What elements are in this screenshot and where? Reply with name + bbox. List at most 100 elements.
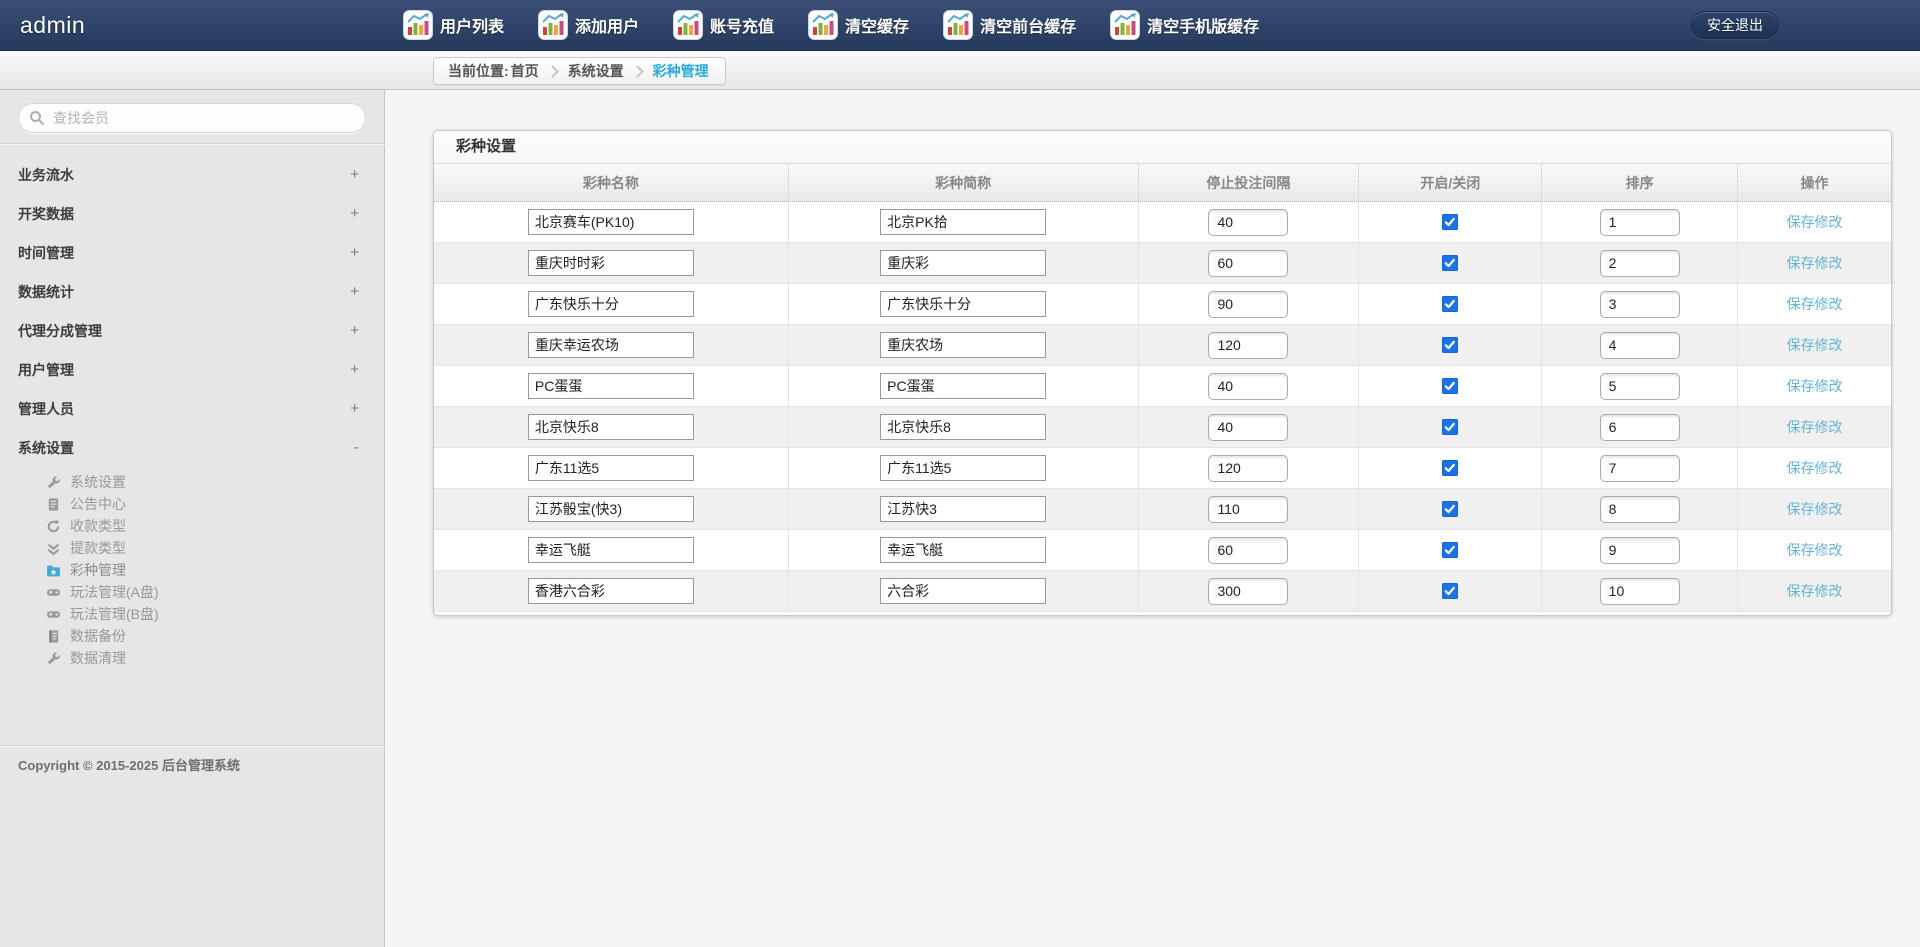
save-changes-link[interactable]: 保存修改 bbox=[1786, 419, 1843, 435]
lottery-name-input[interactable] bbox=[527, 537, 694, 563]
enabled-checkbox[interactable] bbox=[1442, 378, 1459, 394]
sidebar-subitem[interactable]: 彩种管理 bbox=[0, 559, 385, 581]
sidebar-section[interactable]: 开奖数据 + bbox=[0, 194, 385, 233]
member-search bbox=[18, 103, 366, 133]
lottery-short-name-input[interactable] bbox=[880, 414, 1047, 440]
lottery-name-input[interactable] bbox=[527, 291, 694, 317]
stop-bet-interval-input[interactable] bbox=[1208, 372, 1289, 400]
lottery-name-input[interactable] bbox=[527, 373, 694, 399]
sort-order-input[interactable] bbox=[1599, 495, 1680, 523]
sidebar-subitem[interactable]: 数据备份 bbox=[0, 625, 385, 647]
top-menu-item[interactable]: 清空前台缓存 bbox=[943, 10, 1076, 40]
chart-icon bbox=[538, 10, 569, 40]
stop-bet-interval-input[interactable] bbox=[1208, 495, 1289, 523]
save-changes-link[interactable]: 保存修改 bbox=[1786, 214, 1843, 230]
sort-order-cell bbox=[1542, 448, 1739, 488]
save-changes-link[interactable]: 保存修改 bbox=[1786, 583, 1843, 599]
plus-icon: + bbox=[350, 322, 359, 339]
search-input[interactable] bbox=[18, 103, 366, 133]
sort-order-input[interactable] bbox=[1599, 290, 1680, 318]
top-menu-item[interactable]: 清空手机版缓存 bbox=[1110, 10, 1259, 40]
lottery-name-input[interactable] bbox=[527, 332, 694, 358]
save-changes-link[interactable]: 保存修改 bbox=[1786, 296, 1843, 312]
sidebar-section[interactable]: 系统设置 - bbox=[0, 428, 385, 467]
sidebar-section[interactable]: 业务流水 + bbox=[0, 155, 385, 194]
sidebar-section[interactable]: 管理人员 + bbox=[0, 389, 385, 428]
plus-icon: + bbox=[350, 205, 359, 222]
logout-button[interactable]: 安全退出 bbox=[1691, 11, 1779, 39]
sort-order-input[interactable] bbox=[1599, 413, 1680, 441]
sidebar-subitem[interactable]: 公告中心 bbox=[0, 493, 385, 515]
sidebar-section[interactable]: 代理分成管理 + bbox=[0, 311, 385, 350]
lottery-short-name-input[interactable] bbox=[880, 373, 1047, 399]
sort-order-input[interactable] bbox=[1599, 372, 1680, 400]
enabled-checkbox[interactable] bbox=[1442, 255, 1459, 271]
sidebar-subitem[interactable]: 系统设置 bbox=[0, 471, 385, 493]
sort-order-input[interactable] bbox=[1599, 249, 1680, 277]
stop-bet-interval-input[interactable] bbox=[1208, 249, 1289, 277]
sidebar-subitem[interactable]: 数据清理 bbox=[0, 647, 385, 669]
table-row: 保存修改 bbox=[434, 325, 1891, 366]
sort-order-input[interactable] bbox=[1599, 536, 1680, 564]
lottery-short-name-input[interactable] bbox=[880, 455, 1047, 481]
top-menu-item[interactable]: 清空缓存 bbox=[808, 10, 909, 40]
lottery-name-input[interactable] bbox=[527, 578, 694, 604]
sort-order-input[interactable] bbox=[1599, 208, 1680, 236]
stop-bet-interval-input[interactable] bbox=[1208, 413, 1289, 441]
stop-bet-interval-input[interactable] bbox=[1208, 454, 1289, 482]
sidebar-section[interactable]: 数据统计 + bbox=[0, 272, 385, 311]
lottery-short-name-input[interactable] bbox=[880, 209, 1047, 235]
save-changes-link[interactable]: 保存修改 bbox=[1786, 255, 1843, 271]
sort-order-input[interactable] bbox=[1599, 331, 1680, 359]
sidebar-subitem[interactable]: 收款类型 bbox=[0, 515, 385, 537]
wrench-icon bbox=[46, 651, 61, 666]
top-menu-item[interactable]: 账号充值 bbox=[673, 10, 774, 40]
top-menu-item-label: 清空手机版缓存 bbox=[1147, 19, 1260, 36]
lottery-name-input[interactable] bbox=[527, 496, 694, 522]
save-changes-link[interactable]: 保存修改 bbox=[1786, 378, 1843, 394]
stop-bet-interval-input[interactable] bbox=[1208, 331, 1289, 359]
enabled-checkbox[interactable] bbox=[1442, 583, 1459, 599]
enabled-checkbox[interactable] bbox=[1442, 337, 1459, 353]
enabled-checkbox[interactable] bbox=[1442, 460, 1459, 476]
top-menu-item[interactable]: 用户列表 bbox=[403, 10, 504, 40]
lottery-short-name-input[interactable] bbox=[880, 291, 1047, 317]
lottery-short-name-cell bbox=[789, 407, 1139, 447]
lottery-name-input[interactable] bbox=[527, 209, 694, 235]
lottery-name-input[interactable] bbox=[527, 414, 694, 440]
lottery-short-name-cell bbox=[789, 448, 1139, 488]
sidebar-section-label: 时间管理 bbox=[18, 244, 74, 261]
sidebar-subitem[interactable]: 玩法管理(A盘) bbox=[0, 581, 385, 603]
stop-bet-interval-input[interactable] bbox=[1208, 208, 1289, 236]
sidebar-section[interactable]: 时间管理 + bbox=[0, 233, 385, 272]
sort-order-input[interactable] bbox=[1599, 577, 1680, 605]
breadcrumb-item[interactable]: 系统设置 bbox=[567, 63, 624, 79]
breadcrumb-item[interactable]: 首页 bbox=[510, 63, 539, 79]
lottery-short-name-input[interactable] bbox=[880, 250, 1047, 276]
enabled-checkbox[interactable] bbox=[1442, 419, 1459, 435]
lottery-short-name-input[interactable] bbox=[880, 496, 1047, 522]
sort-order-input[interactable] bbox=[1599, 454, 1680, 482]
enabled-checkbox[interactable] bbox=[1442, 296, 1459, 312]
sidebar-section[interactable]: 用户管理 + bbox=[0, 350, 385, 389]
save-changes-link[interactable]: 保存修改 bbox=[1786, 337, 1843, 353]
enabled-cell bbox=[1359, 325, 1543, 365]
stop-bet-interval-input[interactable] bbox=[1208, 290, 1289, 318]
action-cell: 保存修改 bbox=[1738, 243, 1891, 283]
save-changes-link[interactable]: 保存修改 bbox=[1786, 542, 1843, 558]
lottery-name-input[interactable] bbox=[527, 250, 694, 276]
lottery-short-name-input[interactable] bbox=[880, 578, 1047, 604]
enabled-checkbox[interactable] bbox=[1442, 501, 1459, 517]
enabled-checkbox[interactable] bbox=[1442, 214, 1459, 230]
sidebar-subitem[interactable]: 提款类型 bbox=[0, 537, 385, 559]
lottery-name-input[interactable] bbox=[527, 455, 694, 481]
sidebar-subitem[interactable]: 玩法管理(B盘) bbox=[0, 603, 385, 625]
save-changes-link[interactable]: 保存修改 bbox=[1786, 460, 1843, 476]
enabled-checkbox[interactable] bbox=[1442, 542, 1459, 558]
lottery-short-name-input[interactable] bbox=[880, 332, 1047, 358]
save-changes-link[interactable]: 保存修改 bbox=[1786, 501, 1843, 517]
stop-bet-interval-input[interactable] bbox=[1208, 536, 1289, 564]
top-menu-item[interactable]: 添加用户 bbox=[538, 10, 639, 40]
stop-bet-interval-input[interactable] bbox=[1208, 577, 1289, 605]
lottery-short-name-input[interactable] bbox=[880, 537, 1047, 563]
